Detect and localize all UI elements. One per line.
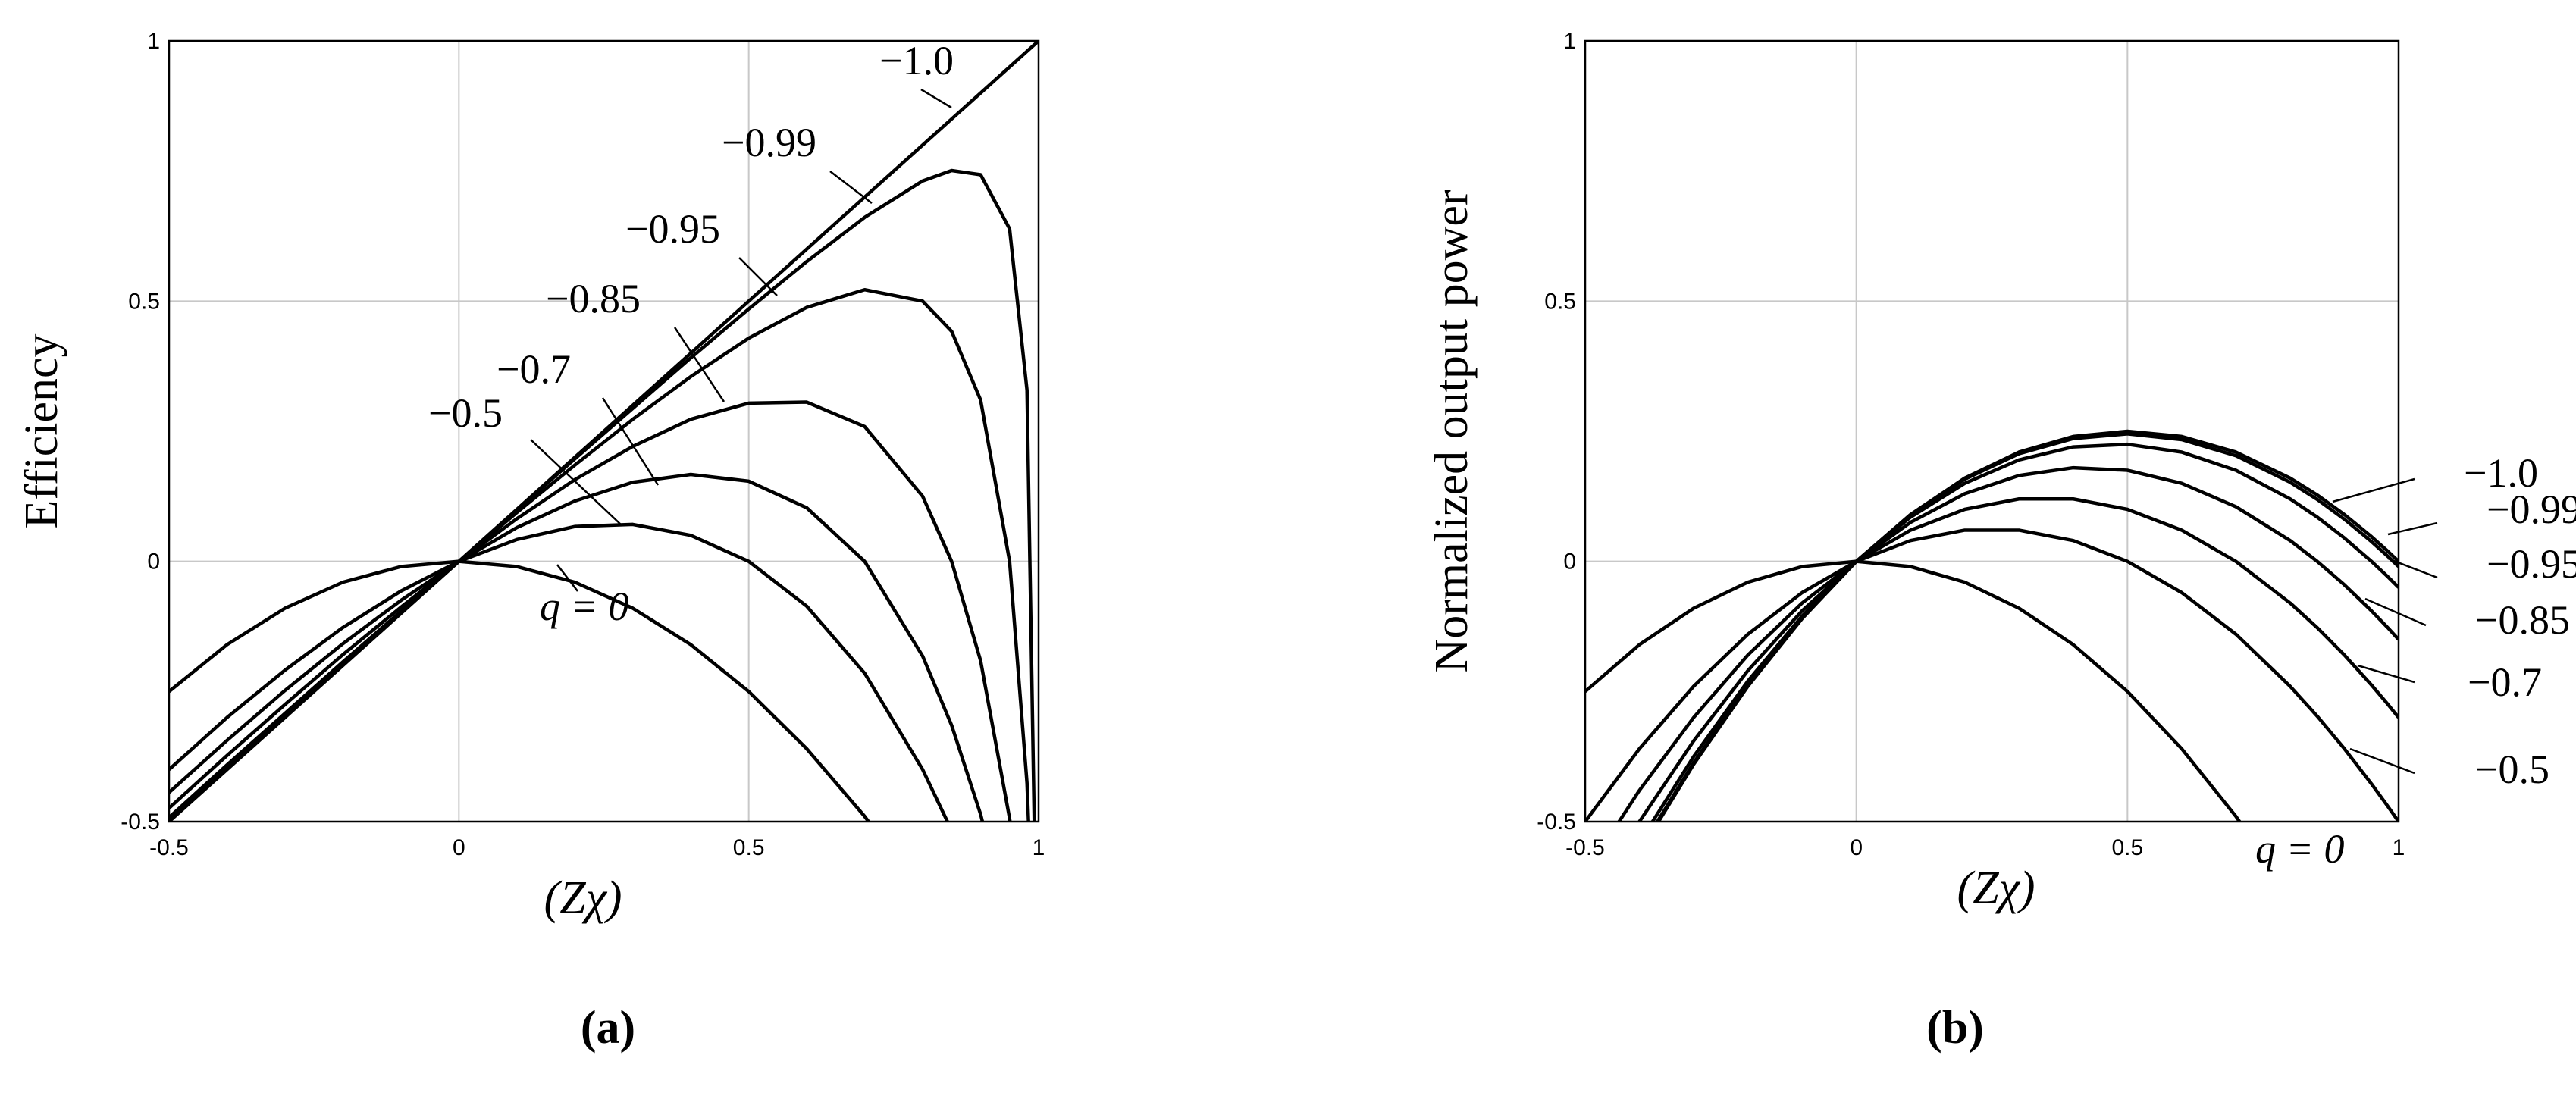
curve-label: −0.5 xyxy=(428,390,503,436)
leader-line xyxy=(2349,747,2415,775)
curve-label: −0.7 xyxy=(497,346,571,392)
leader-line xyxy=(556,564,578,592)
x-tick-label: -0.5 xyxy=(1565,835,1605,860)
x-tick-label: -0.5 xyxy=(149,835,189,860)
curve-label: −0.99 xyxy=(2487,487,2576,532)
plot-frame xyxy=(1584,39,2400,823)
curve-label: q = 0 xyxy=(2255,826,2344,872)
y-tick-label: 0 xyxy=(147,550,160,575)
x-tick-label: 1 xyxy=(2393,835,2405,860)
curve xyxy=(1650,442,2399,822)
panel-label: (a) xyxy=(581,1002,635,1054)
y-tick-label: 0 xyxy=(1563,550,1576,575)
curve-label: −0.85 xyxy=(2475,597,2570,643)
y-tick-label: 0.5 xyxy=(1544,289,1576,314)
curve xyxy=(1637,465,2399,822)
curve-label: −0.7 xyxy=(2468,659,2542,705)
curve-label: −0.99 xyxy=(722,120,816,165)
panel: -0.5 0 0.5 1 -0.5 0 0.5 1 −1.0−0.99 −0.95 −0.85 −0.… xyxy=(1426,29,2576,1054)
curve-label: −0.95 xyxy=(625,206,720,252)
curves xyxy=(1585,429,2399,822)
curve xyxy=(1617,497,2399,822)
curve-label: −0.95 xyxy=(2487,541,2576,587)
x-axis-title: (Zχ) xyxy=(1957,863,2035,914)
x-tick-label: 0 xyxy=(453,835,465,860)
curve-label: −1.0 xyxy=(2464,450,2538,496)
curve-label: −0.85 xyxy=(546,276,641,321)
curve xyxy=(169,559,871,822)
plot-frame xyxy=(168,39,1040,823)
x-tick-label: 0 xyxy=(1850,835,1863,860)
curve xyxy=(169,168,1036,822)
curve xyxy=(1585,528,2399,822)
x-tick-label: 0.5 xyxy=(2111,835,2143,860)
leader-line xyxy=(920,88,952,109)
curve xyxy=(169,400,1012,822)
curve xyxy=(169,287,1030,822)
y-tick-label: 1 xyxy=(1563,29,1576,54)
panel: -0.5 0 0.5 1 -0.5 0 0.5 1 −1.0 −0.99−0.95 −0.85 −0.… xyxy=(16,29,1045,1054)
leader-line xyxy=(829,171,873,204)
curve xyxy=(169,472,985,822)
y-tick-label: 1 xyxy=(147,29,160,54)
leader-line xyxy=(738,257,778,296)
y-axis-title: Normalized output power xyxy=(1426,189,1478,672)
y-axis-title: Efficiency xyxy=(16,333,67,528)
y-tick-label: -0.5 xyxy=(1537,809,1576,834)
panel-label: (b) xyxy=(1926,1002,1984,1054)
leader-line xyxy=(2364,597,2427,627)
leader-line xyxy=(2332,477,2415,503)
y-tick-label: -0.5 xyxy=(121,809,160,834)
leader-line xyxy=(2357,664,2415,684)
y-tick-label: 0.5 xyxy=(128,289,160,314)
x-tick-label: 0.5 xyxy=(733,835,765,860)
x-tick-label: 1 xyxy=(1033,835,1045,860)
x-axis-title: (Zχ) xyxy=(544,872,622,924)
leader-line xyxy=(673,327,725,402)
curve-label: q = 0 xyxy=(540,584,628,629)
curve xyxy=(1655,432,2399,822)
leader-line xyxy=(2387,521,2438,536)
curve-label: −0.5 xyxy=(2475,747,2549,792)
leader-line xyxy=(601,397,660,486)
leader-line xyxy=(530,439,622,526)
curve xyxy=(1585,559,2242,822)
curve-label: −1.0 xyxy=(879,38,954,83)
leader-line xyxy=(2387,557,2438,579)
curve xyxy=(169,522,950,822)
